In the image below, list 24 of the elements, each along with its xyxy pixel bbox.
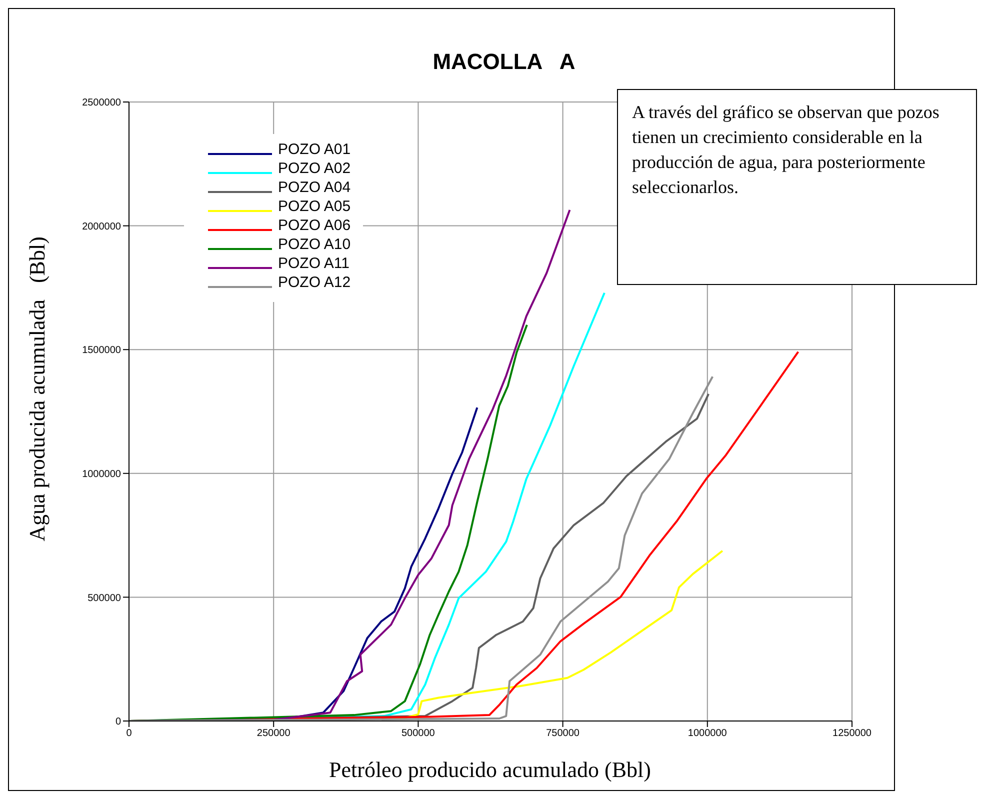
legend-label: POZO A12 [278, 274, 351, 291]
y-tick-label: 500000 [88, 592, 122, 604]
y-axis-title: Agua producida acumulada (Bbl) [24, 236, 50, 542]
legend-label: POZO A10 [278, 236, 351, 253]
y-tick-label: 1000000 [82, 468, 122, 480]
x-tick-label: 250000 [256, 728, 291, 740]
legend-label: POZO A01 [278, 141, 351, 158]
x-tick-label: 0 [126, 728, 132, 740]
x-tick-label: 1000000 [688, 728, 728, 740]
x-tick-label: 750000 [546, 728, 580, 740]
note-box: A través del gráfico se observan que pozos tienen un crecimiento considerable en la producción de agua, para posteriormente seleccionarlos. [617, 89, 977, 285]
y-tick-label: 1500000 [82, 345, 122, 356]
legend-label: POZO A05 [278, 198, 351, 215]
x-tick-label: 1250000 [832, 728, 872, 740]
y-tick-label: 2500000 [82, 98, 122, 109]
y-tick-label: 0 [115, 716, 122, 728]
legend-label: POZO A04 [278, 179, 351, 196]
x-tick-label: 500000 [402, 728, 436, 740]
legend-label: POZO A06 [278, 217, 351, 234]
x-axis-title: Petróleo producido acumulado (Bbl) [328, 757, 652, 783]
legend-label: POZO A11 [278, 255, 350, 272]
legend-label: POZO A02 [278, 160, 351, 177]
chart-title: MACOLLA A [432, 49, 576, 75]
y-tick-label: 2000000 [82, 221, 122, 232]
